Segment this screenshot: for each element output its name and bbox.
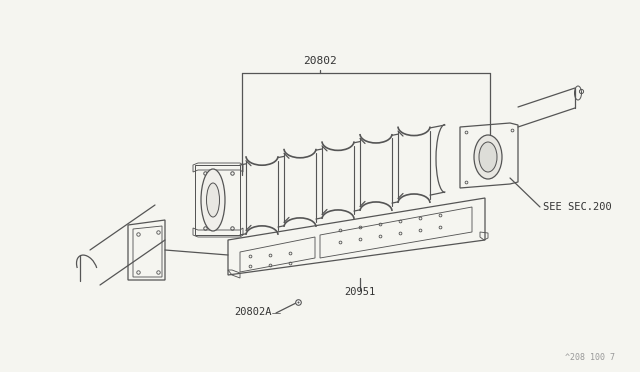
Ellipse shape xyxy=(479,142,497,172)
Text: 20951: 20951 xyxy=(344,287,376,297)
Text: ^208 100 7: ^208 100 7 xyxy=(565,353,615,362)
Ellipse shape xyxy=(474,135,502,179)
Ellipse shape xyxy=(201,169,225,231)
Text: 20802A: 20802A xyxy=(234,307,272,317)
Text: 20802: 20802 xyxy=(303,56,337,66)
Text: SEE SEC.200: SEE SEC.200 xyxy=(543,202,612,212)
Ellipse shape xyxy=(207,183,220,217)
